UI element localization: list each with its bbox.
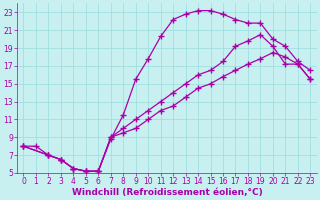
X-axis label: Windchill (Refroidissement éolien,°C): Windchill (Refroidissement éolien,°C) (72, 188, 262, 197)
